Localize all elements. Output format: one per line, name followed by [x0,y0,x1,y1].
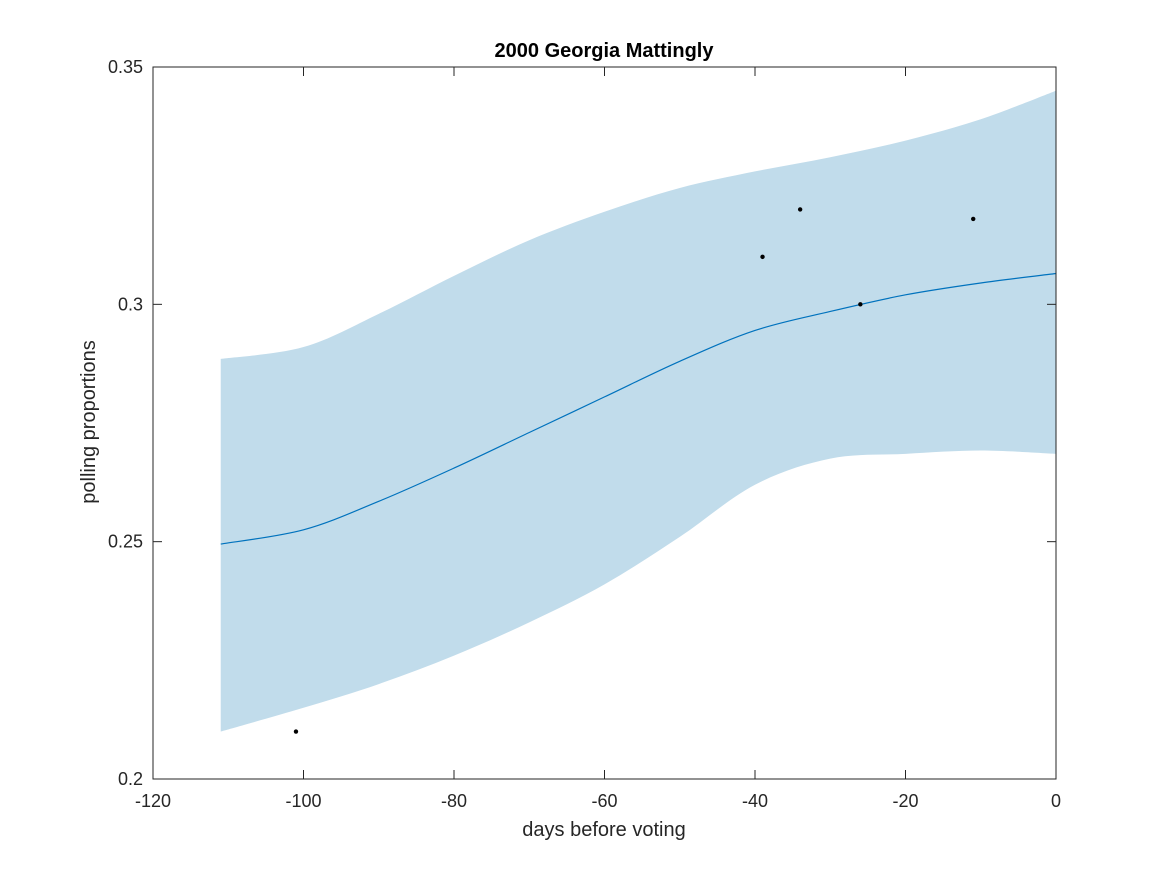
data-point [858,302,863,307]
plot-area [220,90,1057,734]
x-tick-label: -20 [892,791,918,811]
data-point [971,216,976,222]
x-tick-label: -80 [441,791,467,811]
y-tick-label: 0.3 [118,294,143,314]
ticks: -120 -100 -80 -60 -40 -20 0 0.2 0.25 0.3 0.35 [108,57,1061,811]
data-point [293,729,299,734]
y-tick-label: 0.35 [108,57,143,77]
trend-line [220,272,1057,545]
x-tick-label: -40 [742,791,768,811]
x-tick-label: -100 [285,791,321,811]
x-tick-label: 0 [1051,791,1061,811]
data-point [797,207,803,212]
confidence-band [220,90,1057,732]
chart-title: 2000 Georgia Mattingly [495,40,715,62]
x-tick-label: -120 [135,791,171,811]
x-axis-label: days before voting [522,819,685,841]
y-tick-label: 0.25 [108,532,143,552]
x-tick-label: -60 [591,791,617,811]
data-point [760,254,765,260]
y-tick-label: 0.2 [118,769,143,789]
y-axis-label: polling proportions [78,340,100,503]
